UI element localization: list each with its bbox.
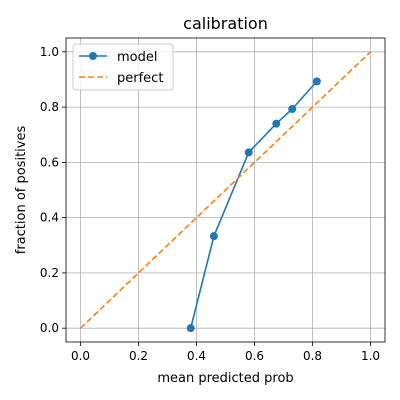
data-point-model [288,105,297,114]
x-tick-label: 1.0 [361,349,380,363]
series-line-perfect [79,51,372,329]
legend-label-perfect: perfect [117,71,163,86]
y-tick-label: 0.6 [40,155,59,169]
y-axis-label: fraction of positives [14,126,29,255]
y-tick-label: 0.8 [40,100,59,114]
x-axis-label: mean predicted prob [157,371,293,386]
data-point-model [272,119,281,128]
series-line-model [189,80,318,329]
y-tick-label: 0.0 [40,321,59,335]
data-point-model [244,148,253,157]
legend-marker-model [89,52,97,60]
tick-layer: 0.0 0.2 0.4 0.6 0.8 1.0 0.0 0.2 0.4 0.6 0.8 1.0 [40,45,380,363]
plot-frame [65,37,386,343]
series-layer [79,51,372,333]
x-tick-label: 0.8 [303,349,322,363]
y-tick-label: 0.4 [40,211,59,225]
x-tick-label: 0.2 [129,349,148,363]
y-tick-label: 1.0 [40,45,59,59]
legend-label-model: model [117,50,157,65]
x-tick-label: 0.4 [187,349,206,363]
x-tick-label: 0.6 [245,349,264,363]
x-tick-label: 0.0 [71,349,90,363]
data-point-model [186,324,195,333]
legend: model perfect [72,43,174,91]
chart-title: calibration [183,14,268,33]
data-point-model [312,77,321,86]
data-point-model [209,232,218,241]
y-tick-label: 0.2 [40,266,59,280]
